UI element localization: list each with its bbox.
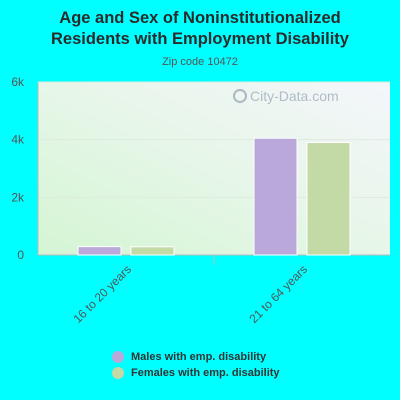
y-tick-label: 4k: [11, 133, 25, 147]
watermark-text: City-Data.com: [250, 88, 339, 104]
legend-swatch-females: [112, 367, 124, 379]
legend-item-females: Females with emp. disability: [112, 365, 280, 381]
x-tick-label: 16 to 20 years: [70, 262, 134, 326]
chart-title-line-1: Age and Sex of Noninstitutionalized: [59, 9, 341, 27]
y-tick-label: 6k: [11, 75, 25, 89]
chart-title: Age and Sex of Noninstitutionalized Resi…: [0, 8, 400, 50]
bar-females: [130, 246, 175, 256]
chart-subtitle: Zip code 10472: [162, 56, 238, 68]
y-tick-label: 2k: [11, 190, 25, 204]
x-tick-label: 21 to 64 years: [246, 262, 310, 326]
legend: Males with emp. disability Females with …: [112, 349, 280, 381]
legend-label-males: Males with emp. disability: [131, 351, 267, 363]
legend-swatch-males: [112, 351, 124, 363]
watermark: City-Data.com: [232, 88, 339, 104]
bar-females: [306, 142, 351, 256]
magnifier-icon: [232, 88, 248, 104]
y-tick-label: 0: [17, 248, 24, 262]
legend-item-males: Males with emp. disability: [112, 349, 280, 365]
legend-label-females: Females with emp. disability: [131, 367, 280, 379]
bar-males: [77, 246, 122, 256]
chart-title-line-2: Residents with Employment Disability: [51, 30, 349, 48]
bar-males: [253, 137, 298, 256]
